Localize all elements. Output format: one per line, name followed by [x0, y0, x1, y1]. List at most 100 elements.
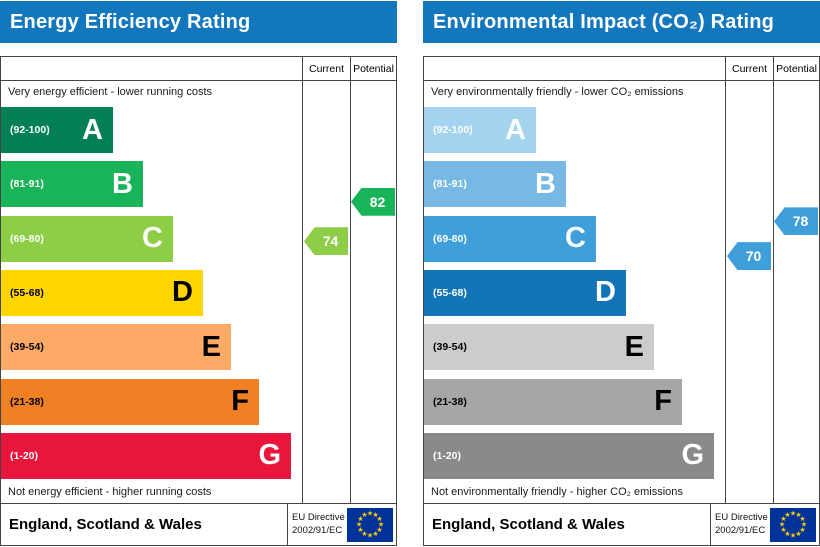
eu-star-icon: ★ [790, 509, 796, 517]
potential-column-divider [773, 57, 774, 503]
eu-star-icon: ★ [361, 530, 367, 538]
eu-directive-line2: 2002/91/EC [715, 524, 766, 536]
band-range: (92-100) [433, 124, 473, 137]
co2-rating-table: Current Potential Very environmentally f… [423, 56, 820, 504]
region-label: England, Scotland & Wales [9, 516, 202, 533]
eu-star-icon: ★ [784, 530, 790, 538]
band-letter: A [82, 113, 103, 146]
eu-star-icon: ★ [356, 520, 362, 528]
current-rating-pointer: 70 [727, 242, 771, 271]
band-range: (55-68) [433, 286, 467, 299]
band-letter: D [172, 276, 193, 309]
band-row-F: (21-38) F [1, 374, 302, 428]
band-letter: F [654, 385, 672, 418]
band-row-G: (1-20) G [1, 429, 302, 483]
eu-star-icon: ★ [357, 515, 363, 523]
band-bar-D: (55-68) D [424, 269, 626, 316]
footer: England, Scotland & Wales EU Directive 2… [423, 504, 820, 546]
energy-efficiency-panel: Energy Efficiency Rating Current Potenti… [0, 1, 397, 546]
eu-star-icon: ★ [779, 520, 785, 528]
band-letter: B [112, 167, 133, 200]
current-column-header: Current [308, 63, 344, 75]
eu-directive-line1: EU Directive [715, 512, 768, 524]
band-row-B: (81-91) B [1, 157, 302, 211]
energy-rating-table: Current Potential Very energy efficient … [0, 56, 397, 504]
band-letter: C [142, 222, 163, 255]
energy-panel-title: Energy Efficiency Rating [0, 1, 397, 43]
band-letter: E [624, 330, 644, 363]
eu-flag-icon: ★ ★★★★★★★★★★★ [347, 507, 393, 542]
band-letter: G [258, 439, 281, 472]
band-bar-A: (92-100) A [1, 107, 113, 154]
top-note: Very energy efficient - lower running co… [8, 86, 213, 98]
eu-star-icon: ★ [780, 526, 786, 534]
band-range: (69-80) [10, 232, 44, 245]
band-range: (39-54) [10, 341, 44, 354]
band-bar-B: (81-91) B [1, 161, 143, 208]
current-column-divider [725, 57, 726, 503]
band-row-F: (21-38) F [424, 374, 725, 428]
environmental-impact-panel: Environmental Impact (CO₂) Rating Curren… [423, 1, 820, 546]
eu-star-icon: ★ [357, 526, 363, 534]
band-row-D: (55-68) D [1, 266, 302, 320]
eu-star-icon: ★ [799, 515, 805, 523]
band-row-A: (92-100) A [424, 103, 725, 157]
potential-rating-pointer: 82 [351, 187, 395, 216]
band-letter: B [535, 167, 556, 200]
band-row-E: (39-54) E [424, 320, 725, 374]
band-row-B: (81-91) B [424, 157, 725, 211]
eu-directive-label: EU Directive 2002/91/EC [710, 504, 768, 545]
eu-star-icon: ★ [376, 515, 382, 523]
eu-star-icon: ★ [372, 510, 378, 518]
band-bar-G: (1-20) G [1, 432, 291, 479]
column-header-row [424, 57, 819, 81]
eu-star-icon: ★ [367, 509, 373, 517]
band-range: (69-80) [433, 232, 467, 245]
band-row-C: (69-80) C [424, 212, 725, 266]
bottom-note: Not environmentally friendly - higher CO… [431, 486, 683, 498]
eu-star-icon: ★ [795, 510, 801, 518]
eu-star-icon: ★ [376, 526, 382, 534]
band-letter: E [201, 330, 221, 363]
band-letter: A [505, 113, 526, 146]
band-letter: C [565, 222, 586, 255]
band-row-C: (69-80) C [1, 212, 302, 266]
band-range: (92-100) [10, 124, 50, 137]
potential-column-header: Potential [776, 63, 817, 75]
eu-star-icon: ★ [780, 515, 786, 523]
band-bar-E: (39-54) E [424, 324, 654, 371]
band-letter: D [595, 276, 616, 309]
top-note: Very environmentally friendly - lower CO… [431, 86, 684, 98]
band-bar-F: (21-38) F [424, 378, 682, 425]
eu-star-icon: ★ [372, 530, 378, 538]
band-row-E: (39-54) E [1, 320, 302, 374]
eu-star-icon: ★ [784, 510, 790, 518]
band-range: (81-91) [433, 178, 467, 191]
current-rating-pointer: 74 [304, 227, 348, 256]
eu-flag-icon: ★ ★★★★★★★★★★★ [770, 507, 816, 542]
band-letter: G [681, 439, 704, 472]
bands: (92-100) A (81-91) B (69-80) C (55-68) D (39-54)… [424, 103, 725, 483]
band-bar-C: (69-80) C [1, 215, 173, 262]
footer: England, Scotland & Wales EU Directive 2… [0, 504, 397, 546]
band-range: (55-68) [10, 286, 44, 299]
band-row-A: (92-100) A [1, 103, 302, 157]
band-bar-A: (92-100) A [424, 107, 536, 154]
eu-star-icon: ★ [801, 520, 807, 528]
band-bar-G: (1-20) G [424, 432, 714, 479]
eu-star-icon: ★ [795, 530, 801, 538]
band-row-G: (1-20) G [424, 429, 725, 483]
band-letter: F [231, 385, 249, 418]
bands: (92-100) A (81-91) B (69-80) C (55-68) D (39-54)… [1, 103, 302, 483]
eu-star-icon: ★ [367, 531, 373, 539]
bottom-note: Not energy efficient - higher running co… [8, 486, 212, 498]
eu-star-icon: ★ [361, 510, 367, 518]
current-column-header: Current [731, 63, 767, 75]
eu-directive-label: EU Directive 2002/91/EC [287, 504, 345, 545]
band-range: (21-38) [433, 395, 467, 408]
band-range: (1-20) [10, 449, 39, 462]
eu-star-icon: ★ [799, 526, 805, 534]
column-header-row [1, 57, 396, 81]
eu-star-icon: ★ [790, 531, 796, 539]
band-bar-E: (39-54) E [1, 324, 231, 371]
